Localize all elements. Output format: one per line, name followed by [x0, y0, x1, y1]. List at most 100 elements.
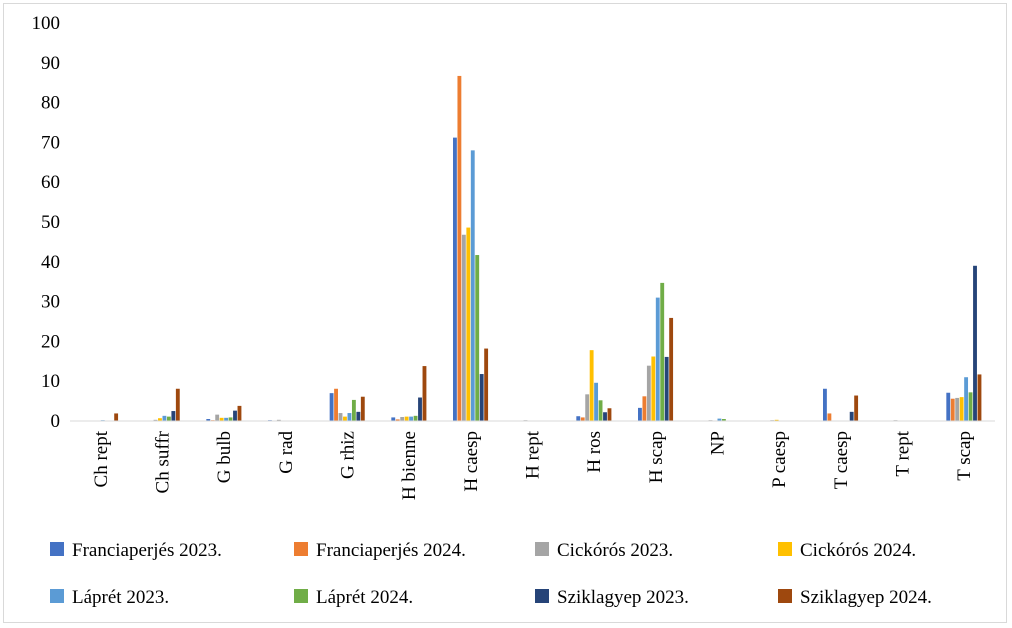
y-tick-label: 40	[41, 252, 60, 273]
legend-label: Cickórós 2023.	[557, 540, 673, 561]
bar	[233, 410, 237, 421]
bar	[215, 414, 220, 421]
x-category-label: G rhiz	[338, 431, 359, 479]
bar	[409, 416, 414, 421]
bar	[206, 419, 211, 421]
bar	[651, 356, 656, 421]
x-category-label: H rept	[523, 430, 544, 479]
legend-swatch	[294, 542, 308, 556]
y-tick-label: 80	[41, 93, 60, 114]
legend-label: Franciaperjés 2024.	[316, 540, 466, 561]
bar	[576, 416, 581, 421]
legend-swatch	[294, 589, 308, 603]
plot-bars	[100, 75, 982, 422]
bar	[422, 366, 427, 421]
bar	[158, 418, 162, 421]
bar	[224, 417, 229, 421]
bar	[959, 397, 964, 421]
y-tick-label: 50	[41, 212, 60, 233]
bar	[356, 411, 361, 421]
bar	[395, 419, 400, 421]
y-tick-label: 10	[41, 371, 60, 392]
bar	[479, 374, 484, 421]
bar	[638, 407, 642, 421]
bar	[642, 396, 647, 421]
bar	[418, 397, 422, 421]
y-tick-label: 90	[41, 53, 60, 74]
bar	[166, 416, 171, 421]
bar	[580, 417, 585, 421]
chart-area	[3, 3, 1007, 623]
bar	[977, 374, 982, 421]
bar	[946, 392, 951, 421]
bar	[607, 408, 612, 421]
legend-label: Franciaperjés 2023.	[72, 540, 222, 561]
bar	[603, 412, 607, 421]
x-axis-categories: Ch rept Ch suffr G bulb G rad G rhiz H bienne…	[91, 430, 975, 500]
bar	[955, 397, 960, 421]
bar	[114, 413, 119, 421]
legend-label: Láprét 2024.	[316, 587, 413, 608]
bar	[457, 75, 462, 422]
bar	[774, 419, 779, 421]
x-category-label: T scap	[954, 431, 975, 481]
x-category-label: P caesp	[769, 431, 790, 488]
x-category-label: G bulb	[214, 431, 235, 483]
legend-swatch	[535, 542, 549, 556]
x-category-label: Ch suffr	[153, 430, 174, 493]
bar	[219, 417, 224, 421]
legend: Franciaperjés 2023. Franciaperjés 2024. Ci…	[50, 540, 932, 608]
bar	[171, 411, 176, 421]
bar	[655, 297, 660, 421]
x-category-label: T caesp	[831, 431, 852, 489]
y-tick-label: 100	[32, 13, 61, 34]
y-tick-label: 70	[41, 132, 60, 153]
bar	[453, 137, 457, 421]
x-category-label: H scap	[646, 431, 667, 483]
legend-label: Sziklagyep 2024.	[800, 587, 932, 608]
y-tick-label: 30	[41, 292, 60, 313]
bar	[646, 365, 651, 421]
bar	[343, 416, 347, 421]
x-category-label: H caesp	[461, 431, 482, 492]
bar	[827, 413, 832, 421]
y-tick-label: 60	[41, 172, 60, 193]
bar	[664, 356, 669, 421]
bar	[973, 265, 977, 421]
bar	[849, 411, 854, 421]
bar	[669, 317, 674, 421]
bar	[484, 348, 489, 421]
bar	[360, 396, 365, 421]
bar	[347, 413, 352, 421]
bar	[404, 416, 409, 421]
bar	[598, 400, 603, 421]
legend-swatch	[535, 589, 549, 603]
legend-swatch	[50, 589, 64, 603]
bar	[400, 417, 405, 421]
x-category-label: NP	[708, 431, 729, 455]
x-category-label: H bienne	[399, 431, 420, 500]
bar	[413, 415, 418, 421]
y-tick-label: 20	[41, 331, 60, 352]
bar	[338, 413, 343, 421]
bar	[461, 234, 466, 421]
bar	[334, 388, 338, 421]
legend-label: Cickórós 2024.	[800, 540, 916, 561]
bar	[721, 419, 726, 421]
bar	[475, 255, 480, 421]
bar	[717, 418, 722, 421]
bar	[594, 382, 599, 421]
x-category-label: T rept	[893, 430, 914, 476]
x-category-label: G rad	[276, 431, 297, 474]
bar	[351, 399, 356, 421]
y-axis-ticks: 0 10 20 30 40 50 60 70 80 90 100	[32, 13, 61, 432]
bar	[968, 392, 973, 421]
bar	[589, 350, 594, 421]
bar	[329, 393, 334, 421]
bar	[854, 395, 859, 421]
bar	[964, 377, 969, 421]
bar	[237, 405, 242, 421]
bar	[391, 417, 396, 421]
bar	[276, 419, 281, 421]
